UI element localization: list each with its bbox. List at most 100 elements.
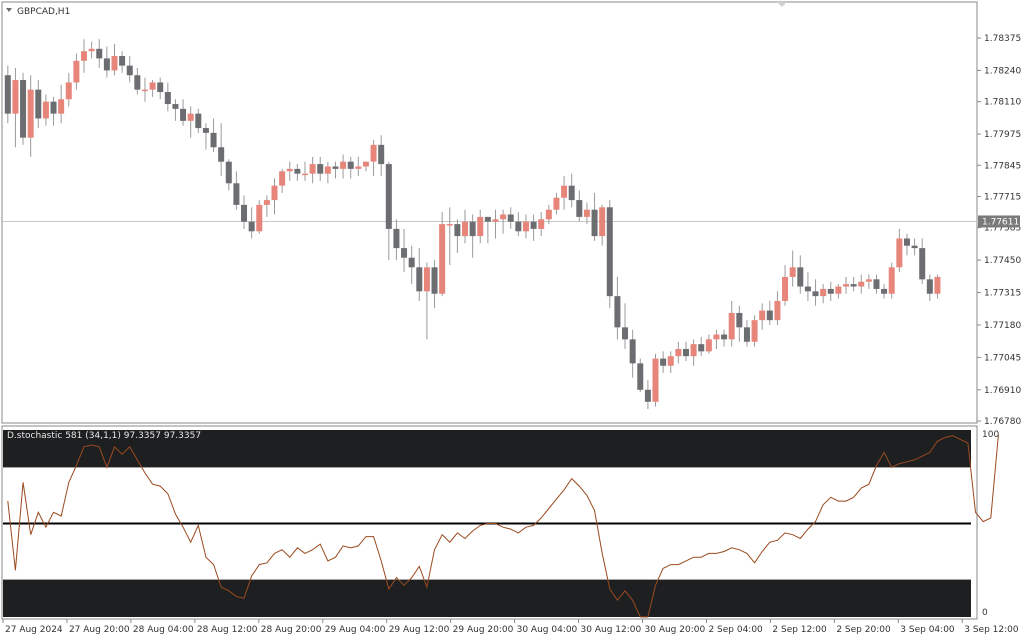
time-tick-label: 3 Sep 12:00 — [964, 625, 1019, 635]
time-tick-label: 2 Sep 20:00 — [836, 625, 891, 635]
candle-bear — [126, 65, 133, 76]
time-tick-label: 30 Aug 20:00 — [645, 625, 706, 635]
candle-bear — [698, 344, 705, 352]
candle-bear — [682, 348, 689, 357]
candle-bear — [629, 339, 636, 364]
time-tick-label: 2 Sep 04:00 — [708, 625, 763, 635]
candle-bear — [812, 291, 819, 297]
candle-bear — [431, 267, 438, 294]
candle-bull — [774, 300, 781, 321]
candle-bull — [141, 89, 148, 92]
candle-bull — [263, 200, 270, 205]
time-tick-label: 27 Aug 2024 — [5, 625, 63, 635]
candle-bear — [797, 267, 804, 287]
candle-bear — [515, 221, 522, 232]
candle-bull — [561, 185, 568, 198]
time-tick-label: 30 Aug 12:00 — [581, 625, 642, 635]
candle-bull — [423, 267, 430, 292]
candle-bull — [888, 267, 895, 294]
time-tick-label: 3 Sep 04:00 — [900, 625, 955, 635]
candle-bull — [858, 281, 865, 287]
candle-bear — [385, 164, 392, 229]
stochastic-line — [7, 434, 999, 618]
price-tick-label: 1.77845 — [984, 161, 1021, 171]
price-tick-label: 1.77975 — [984, 130, 1021, 140]
candle-bear — [294, 168, 301, 174]
time-tick-label: 29 Aug 12:00 — [389, 625, 450, 635]
candle-bull — [835, 286, 842, 294]
candle-bull — [271, 185, 278, 201]
candle-bull — [462, 221, 469, 237]
candle-bear — [119, 56, 126, 66]
price-tick-label: 1.76780 — [984, 417, 1021, 427]
candle-bull — [865, 279, 872, 282]
candle-bear — [743, 327, 750, 342]
candle-bull — [492, 219, 499, 222]
candle-bear — [606, 207, 613, 297]
candle-bear — [408, 257, 415, 268]
price-axis: 1.78375 1.78240 1.78110 1.77975 1.77845 1.777… — [977, 34, 1021, 427]
symbol-menu-icon[interactable] — [6, 8, 12, 12]
candle-bull — [279, 171, 286, 186]
chart-shift-icon[interactable] — [777, 2, 787, 7]
candle-bull — [934, 276, 941, 294]
candle-bear — [393, 228, 400, 249]
candle-bull — [843, 284, 850, 287]
candle-bear — [568, 185, 575, 201]
candle-bear — [850, 284, 857, 287]
candle-bull — [713, 334, 720, 340]
candle-bear — [180, 108, 187, 121]
candle-bear — [172, 104, 179, 109]
candle-bear — [919, 248, 926, 280]
time-tick-label: 29 Aug 20:00 — [453, 625, 514, 635]
candle-bear — [233, 183, 240, 205]
candle-bear — [873, 279, 880, 289]
price-pane[interactable] — [1, 1, 978, 424]
candle-bear — [20, 80, 27, 138]
symbol-title: GBPCAD,H1 — [17, 7, 70, 17]
candle-bear — [484, 216, 491, 222]
candle-bear — [416, 267, 423, 292]
candle-bull — [538, 219, 545, 229]
current-price-label: 1.77611 — [978, 215, 1020, 228]
candle-bull — [446, 224, 453, 226]
candle-bull — [42, 101, 49, 119]
price-tick-label: 1.77585 — [984, 224, 1021, 234]
candle-bull — [553, 197, 560, 210]
candle-bull — [690, 344, 697, 357]
candle-bull — [896, 238, 903, 268]
current-price-text: 1.77611 — [982, 217, 1019, 227]
candle-bear — [103, 58, 110, 71]
candle-bull — [728, 312, 735, 340]
candle-bull — [88, 48, 95, 52]
candle-bear — [469, 221, 476, 237]
indicator-axis-min: 0 — [982, 608, 988, 618]
candle-bull — [187, 113, 194, 121]
candle-bear — [827, 288, 834, 294]
candle-bear — [637, 363, 644, 390]
candle-bull — [58, 99, 65, 114]
time-tick-label: 27 Aug 20:00 — [69, 625, 130, 635]
candle-bull — [439, 224, 446, 294]
candle-bear — [96, 48, 103, 59]
oscillator-band — [3, 430, 971, 468]
candle-bull — [477, 216, 484, 237]
candle-bear — [164, 92, 171, 105]
price-tick-label: 1.78375 — [984, 34, 1021, 44]
candle-bull — [500, 214, 507, 220]
candle-bear — [530, 221, 537, 229]
candle-bear — [804, 286, 811, 292]
candle-bear — [401, 248, 408, 258]
candle-bull — [583, 209, 590, 217]
candle-bull — [65, 82, 72, 100]
candle-bull — [73, 60, 80, 83]
price-tick-label: 1.77315 — [984, 289, 1021, 299]
candle-bear — [378, 144, 385, 165]
time-tick-label: 30 Aug 04:00 — [517, 625, 578, 635]
candle-bull — [362, 161, 369, 167]
candle-bull — [12, 80, 19, 114]
oscillator-band — [3, 579, 971, 617]
candle-bull — [309, 164, 316, 174]
